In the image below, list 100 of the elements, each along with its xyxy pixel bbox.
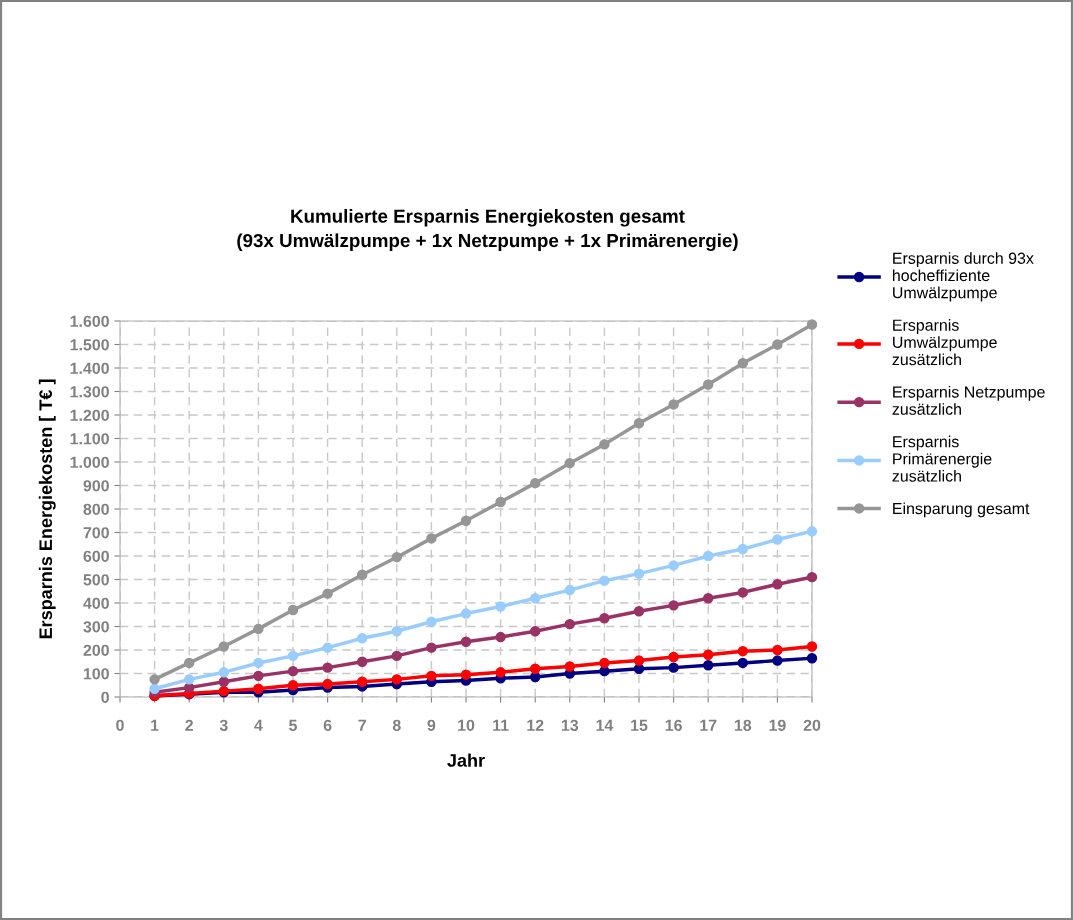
point [702, 379, 714, 390]
point [253, 623, 264, 635]
point [218, 667, 230, 678]
point [495, 496, 506, 508]
point [599, 439, 610, 450]
x-tick-label: 13 [561, 719, 579, 731]
y-tick-label: 1.500 [70, 339, 109, 351]
point [218, 641, 230, 652]
point [737, 587, 749, 598]
x-tick-label: 18 [734, 719, 752, 731]
x-tick-label: 0 [116, 719, 124, 731]
point [391, 551, 403, 563]
point [737, 657, 749, 669]
point [529, 663, 541, 675]
point [356, 633, 368, 644]
point [495, 631, 506, 643]
x-tick-label: 12 [527, 719, 544, 731]
x-tick-label: 9 [427, 719, 436, 731]
point [564, 618, 576, 630]
y-tick-label: 1.000 [70, 456, 109, 468]
point [702, 660, 714, 671]
x-tick-label: 15 [631, 719, 648, 731]
x-tick-label: 6 [323, 719, 332, 731]
y-tick-label: 1.600 [70, 315, 109, 327]
y-tick-label: 1.300 [70, 386, 109, 398]
point [391, 625, 403, 637]
point [668, 651, 679, 663]
legend-label: Ersparnis durch 93x hocheffiziente Umwälzpumpe [892, 252, 1034, 302]
x-tick-label: 19 [769, 719, 786, 731]
x-tick-label: 5 [289, 719, 297, 731]
x-tick-label: 17 [700, 719, 717, 731]
point [460, 669, 472, 680]
point [599, 613, 610, 624]
point [322, 642, 333, 653]
point [322, 588, 333, 599]
chart-title: Kumulierte Ersparnis Energiekosten gesamt (93x Umwälzpumpe + 1x Netzpumpe + 1x Primärenergie) [237, 209, 738, 251]
point [322, 678, 333, 690]
point [737, 645, 749, 657]
point [149, 674, 160, 685]
x-axis-title: Jahr [447, 753, 485, 767]
point [287, 604, 299, 616]
point [460, 636, 472, 647]
x-tick-label: 8 [392, 719, 401, 731]
legend-label: Ersparnis Primärenergie zusätzlich [892, 435, 992, 482]
point [668, 662, 679, 673]
point [668, 399, 679, 410]
point [702, 649, 714, 660]
point [391, 674, 403, 685]
x-tick-label: 4 [254, 719, 263, 731]
point [806, 653, 818, 664]
point [806, 571, 818, 583]
y-tick-label: 800 [83, 503, 109, 515]
point [772, 578, 783, 590]
y-tick-label: 900 [83, 480, 109, 492]
y-axis-title: Ersparnis Energiekosten [ T€ ] [38, 379, 56, 639]
y-tick-label: 1.100 [70, 433, 109, 445]
x-tick-label: 11 [493, 719, 509, 731]
point [772, 644, 783, 656]
point [737, 358, 749, 369]
legend-label: Ersparnis Umwälzpumpe zusätzlich [892, 319, 997, 366]
y-tick-label: 200 [83, 644, 109, 656]
point [633, 655, 645, 666]
point [287, 650, 299, 662]
point [426, 533, 437, 544]
x-tick-label: 14 [596, 719, 614, 731]
point [356, 676, 368, 687]
point [702, 593, 714, 604]
point [495, 601, 506, 612]
point [322, 662, 333, 673]
legend-label: Ersparnis Netzpumpe zusätzlich [892, 385, 1045, 415]
point [633, 418, 645, 429]
x-tick-label: 3 [219, 719, 228, 731]
point [426, 642, 437, 653]
point [460, 608, 472, 619]
x-tick-label: 2 [185, 719, 193, 731]
point [599, 575, 610, 586]
point [218, 676, 230, 687]
x-tick-label: 16 [665, 719, 682, 731]
point [564, 584, 576, 596]
point [183, 674, 195, 685]
point [564, 661, 576, 672]
point [599, 657, 610, 669]
y-tick-label: 600 [83, 550, 109, 562]
point [772, 655, 783, 666]
point [806, 319, 818, 330]
legend-label: Einsparung gesamt [893, 502, 1030, 518]
point [426, 616, 437, 628]
point [806, 641, 818, 652]
point [633, 568, 645, 579]
point [668, 600, 679, 611]
point [564, 457, 576, 469]
x-tick-label: 20 [803, 719, 821, 731]
point [460, 515, 472, 526]
point [702, 550, 714, 562]
y-tick-label: 0 [101, 691, 109, 703]
point [253, 670, 264, 682]
point [426, 670, 437, 682]
point [529, 477, 541, 489]
y-tick-label: 1.200 [70, 409, 109, 421]
point [356, 569, 368, 581]
